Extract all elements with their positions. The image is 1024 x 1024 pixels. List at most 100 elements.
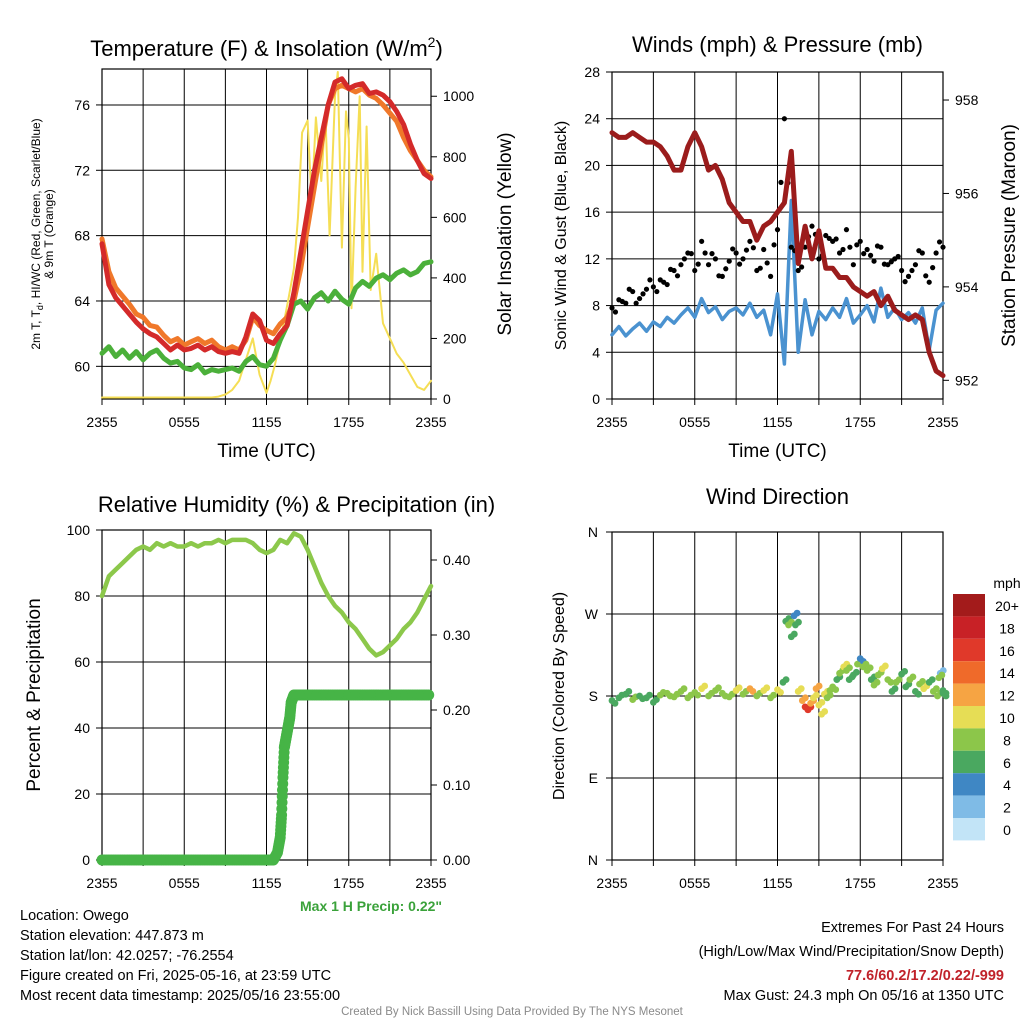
temp-x-tick-label: 1755 [333,414,364,430]
recent-text: Most recent data timestamp: 2025/05/16 2… [20,988,341,1004]
gust-point [633,300,639,306]
gust-point [843,227,850,233]
colorbar-label: 4 [1003,777,1011,793]
colorbar-label: 20+ [995,598,1019,614]
winds-frame [611,71,944,400]
rh-y-grid: 0 20 40 60 80 100 [67,522,431,868]
extremes-values: 77.6/60.2/17.2/0.22/-999 [845,968,1004,984]
winds-y2-tick-label: 952 [955,372,979,388]
temp-y-grid: 60 64 68 72 76 [74,97,431,374]
temp-y2-tick-label: 600 [443,209,467,225]
gust-point [909,267,915,274]
wdir-point [701,682,709,690]
wdir-point [749,688,757,695]
winds-y-grid: 0 4 8 12 16 20 24 28 [584,64,943,407]
gust-point [867,252,874,258]
temp-y2-tick-label: 400 [443,270,467,286]
winds-y-tick-label: 12 [584,251,600,267]
gust-point [933,250,939,256]
wdir-x-tick-label: 0555 [679,875,710,891]
winds-series [609,116,946,379]
wdir-point [763,684,771,692]
temp-y2-tick-label: 0 [443,391,451,407]
gust-point [654,288,660,295]
wdir-point [919,678,926,685]
winds-x-tick-label: 1155 [762,414,792,430]
rh-y2-tick-label: 0.10 [443,777,470,793]
gust-point [743,247,750,253]
wdir-point [715,684,722,692]
colorbar-label: 16 [999,643,1015,659]
winds-plot-border [611,71,944,400]
winds-y2-tick-label: 956 [955,185,979,201]
gust-point [899,267,905,274]
gust-point [936,239,943,245]
temp-y2-axis: 0 200 400 600 800 1000 [431,88,474,407]
wdir-x-tick-label: 1155 [762,875,792,891]
winds-y-label: Sonic Wind & Gust (Blue, Black) [553,121,570,350]
wdir-point [909,673,917,681]
gust-point [692,267,698,274]
colorbar-label: 14 [999,665,1015,681]
wdir-point [887,678,895,686]
temp-y-tick-label: 60 [74,358,90,374]
winds-y-tick-label: 24 [584,111,600,127]
rh-y2-axis: 0.00 0.10 0.20 0.30 0.40 [431,552,470,868]
colorbar-label: 12 [999,688,1015,704]
rh-x-tick-label: 2355 [415,875,446,891]
rh-y-label-text: Percent & Precipitation [24,598,45,791]
colorbar-label: 2 [1003,800,1011,816]
gust-point [623,300,629,306]
max-gust-text: Max Gust: 24.3 mph On 05/16 at 1350 UTC [723,988,1004,1004]
colorbar-swatch [953,795,985,818]
gust-point [885,262,891,268]
wdir-x-tick-label: 2355 [927,875,958,891]
wdir-point [815,682,823,690]
gust-point [809,223,815,229]
rh-y2-tick-label: 0.30 [443,627,470,643]
winds-y-tick-label: 8 [592,298,600,314]
wdir-point [793,609,801,617]
rh-x-tick-label: 0555 [169,875,200,891]
colorbar-swatch [953,706,985,729]
gust-point [636,295,643,302]
gust-point [688,251,694,257]
gust-point [664,281,670,288]
rh-y-tick-label: 40 [74,720,90,736]
gust-point [736,261,743,267]
gust-point [871,258,877,264]
gust-point [768,273,774,279]
wdir-point [891,685,899,693]
credit-text: Created By Nick Bassill Using Data Provi… [341,1006,683,1018]
precip-series [96,689,435,866]
gust-point [836,250,843,256]
wdir-point [795,618,802,626]
winds-x-tick-label: 2355 [596,414,627,430]
gust-point [757,265,763,271]
colorbar-swatch [953,638,985,662]
wdir-x-tick-label: 2355 [596,875,627,891]
rh-y2-tick-label: 0.20 [443,702,470,718]
gust-point [774,227,781,233]
wdir-y-label-text: Direction (Colored By Speed) [551,592,568,800]
rh-y-label: Percent & Precipitation [24,598,45,791]
temp-y-label-line2: & 9m T (Orange) [42,189,56,279]
colorbar-swatch [953,728,985,751]
rh-y-tick-label: 100 [67,522,91,538]
wdir-point [680,685,688,693]
temp-y2-label-text: Solar Insolation (Yellow) [495,132,516,335]
gust-point [678,262,684,268]
colorbar-label: 18 [999,620,1015,636]
gust-point [702,250,708,256]
wdir-point [818,698,826,706]
temp-series-yellow [101,71,432,399]
winds-y-tick-label: 16 [584,204,600,220]
latlon-text: Station lat/lon: 42.0257; -76.2554 [20,948,234,964]
gust-point [750,245,756,251]
colorbar-swatch [953,594,985,617]
gust-point [923,273,929,279]
wdir-x-grid: 2355 0555 1155 1755 2355 [596,532,959,891]
winds-series-gust [609,116,946,315]
gust-point [816,256,822,262]
gust-point [895,253,901,260]
